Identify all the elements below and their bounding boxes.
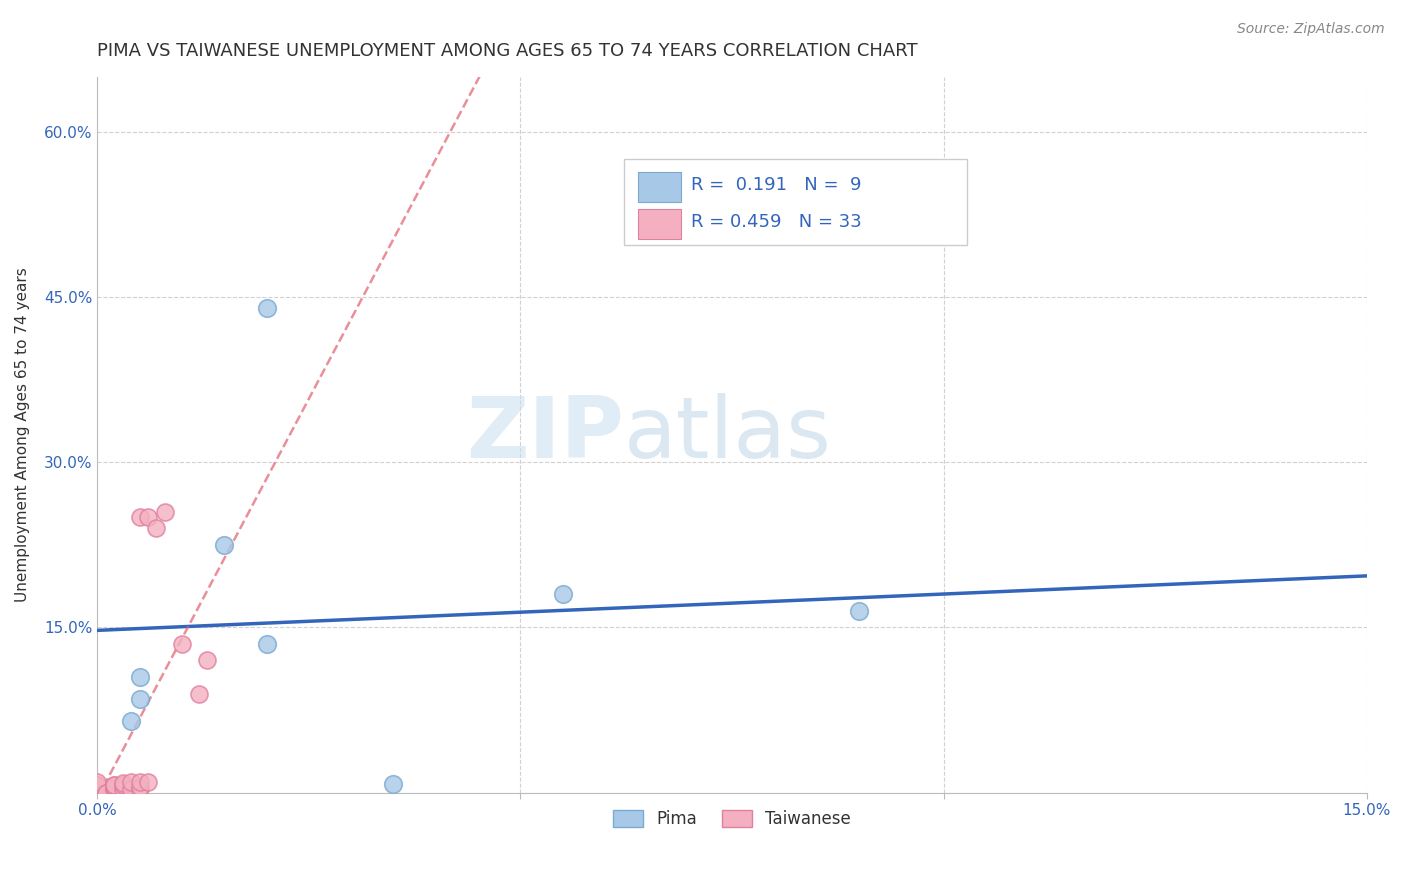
- Point: [111, 782, 134, 797]
- Point: [128, 670, 150, 684]
- Point: [128, 782, 150, 797]
- Point: [94, 786, 117, 800]
- Point: [103, 780, 125, 794]
- Point: [103, 778, 125, 792]
- Point: [128, 692, 150, 706]
- Point: [86, 782, 108, 797]
- Point: [145, 521, 167, 535]
- Point: [153, 505, 176, 519]
- Point: [170, 637, 193, 651]
- Point: [86, 778, 108, 792]
- Point: [128, 774, 150, 789]
- Point: [111, 776, 134, 790]
- Text: R =  0.191   N =  9: R = 0.191 N = 9: [692, 176, 862, 194]
- Point: [120, 714, 142, 728]
- Point: [111, 778, 134, 792]
- Text: atlas: atlas: [624, 393, 832, 476]
- Point: [86, 782, 108, 797]
- Text: R = 0.459   N = 33: R = 0.459 N = 33: [692, 212, 862, 231]
- Point: [256, 637, 278, 651]
- Text: PIMA VS TAIWANESE UNEMPLOYMENT AMONG AGES 65 TO 74 YEARS CORRELATION CHART: PIMA VS TAIWANESE UNEMPLOYMENT AMONG AGE…: [97, 42, 918, 60]
- Point: [120, 782, 142, 797]
- Point: [195, 653, 218, 667]
- Point: [128, 780, 150, 794]
- Point: [136, 510, 159, 524]
- FancyBboxPatch shape: [638, 209, 682, 239]
- Point: [212, 538, 235, 552]
- FancyBboxPatch shape: [638, 171, 682, 202]
- Point: [187, 686, 209, 700]
- Point: [86, 778, 108, 792]
- Point: [120, 774, 142, 789]
- Point: [86, 786, 108, 800]
- Point: [86, 780, 108, 794]
- FancyBboxPatch shape: [624, 159, 967, 245]
- Point: [94, 786, 117, 800]
- Point: [136, 774, 159, 789]
- Legend: Pima, Taiwanese: Pima, Taiwanese: [606, 803, 858, 834]
- Point: [551, 587, 574, 601]
- Point: [848, 604, 870, 618]
- Text: ZIP: ZIP: [467, 393, 624, 476]
- Point: [86, 786, 108, 800]
- Point: [103, 782, 125, 797]
- Point: [103, 780, 125, 794]
- Point: [86, 774, 108, 789]
- Point: [103, 782, 125, 797]
- Point: [256, 301, 278, 315]
- Point: [382, 777, 405, 791]
- Y-axis label: Unemployment Among Ages 65 to 74 years: Unemployment Among Ages 65 to 74 years: [15, 268, 30, 602]
- Point: [86, 780, 108, 794]
- Point: [103, 778, 125, 792]
- Text: Source: ZipAtlas.com: Source: ZipAtlas.com: [1237, 22, 1385, 37]
- Point: [128, 510, 150, 524]
